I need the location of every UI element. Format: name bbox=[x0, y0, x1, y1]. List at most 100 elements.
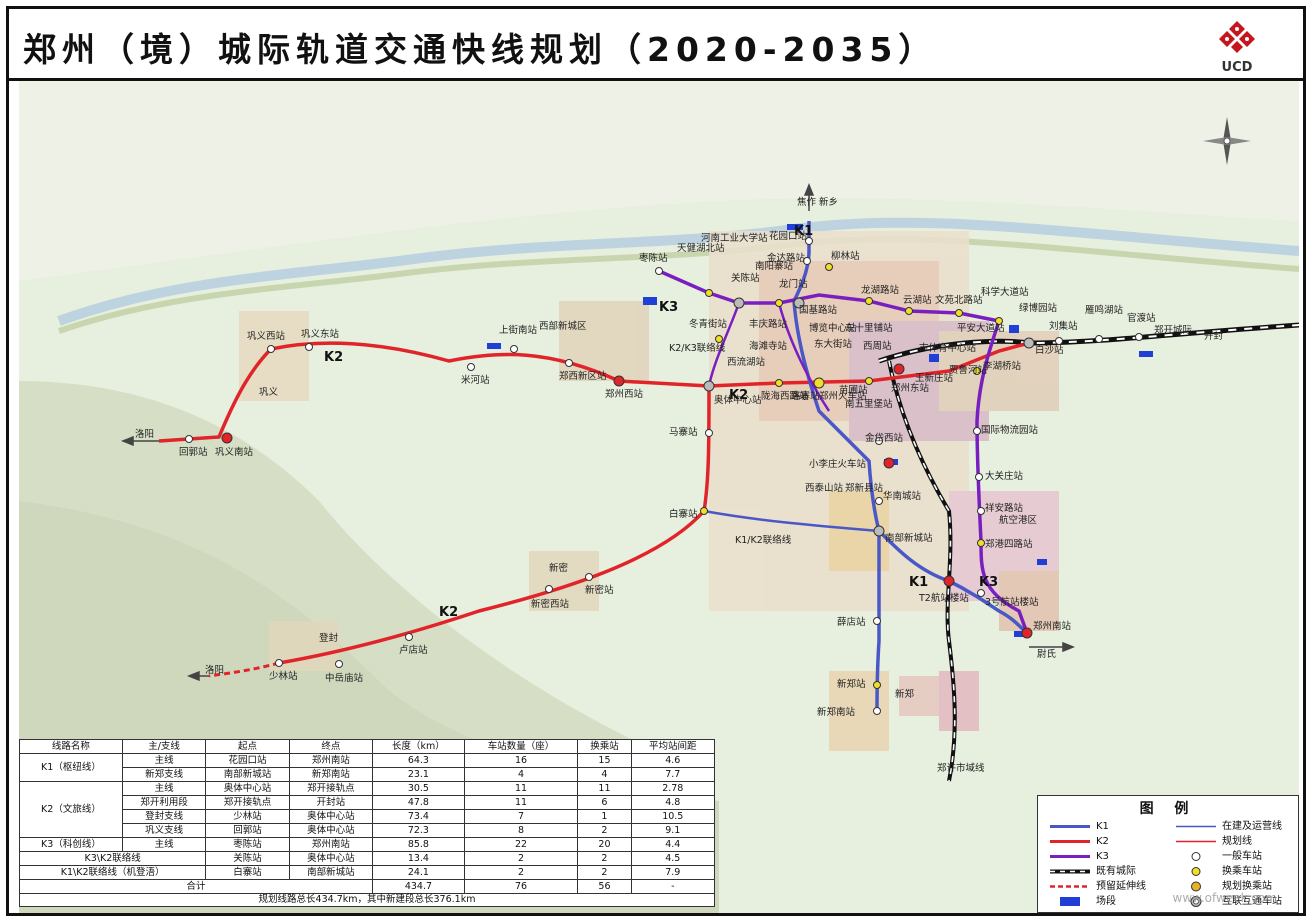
label-hangzhan3: 3号航站楼站 bbox=[985, 596, 1039, 608]
urban-areas bbox=[239, 231, 1059, 751]
legend: 图 例 K1 K2 K3 既有城际 预留延伸线 场段 在建及运营线 bbox=[1037, 795, 1299, 913]
label-huayuankou: 花园口站 bbox=[769, 230, 808, 242]
label-aotizhongxin: 奥体中心站 bbox=[714, 394, 762, 406]
station-jinda bbox=[803, 257, 811, 265]
map-frame: 郑州（境）城际轨道交通快线规划（2020-2035） UCD bbox=[6, 6, 1306, 916]
station-xinzheng bbox=[873, 681, 881, 689]
page-title: 郑州（境）城际轨道交通快线规划（2020-2035） bbox=[23, 30, 938, 69]
existing-intercity-line-dash bbox=[878, 324, 1299, 362]
k2-line-main bbox=[708, 341, 1030, 388]
station-xuedian bbox=[873, 617, 881, 625]
label-huiguo: 回郭站 bbox=[179, 446, 208, 458]
label-liulin: 柳林站 bbox=[831, 250, 860, 262]
direction-arrows bbox=[120, 182, 1076, 682]
table-row: K3\K2联络线 关陈站 奥体中心站 13.4 2 2 4.5 bbox=[18, 851, 716, 866]
label-mazhai: 马寨站 bbox=[669, 426, 698, 438]
legend-k2: K2 bbox=[1048, 835, 1168, 848]
label-dongda: 东大街站 bbox=[814, 338, 853, 350]
existing-line-icon bbox=[1050, 869, 1090, 874]
label-nanwuli: 南五里堡站 bbox=[845, 398, 893, 410]
station-mazhai bbox=[705, 429, 713, 437]
dir-jiaozuo-xinxiang: 焦作 新乡 bbox=[797, 196, 838, 208]
interconnect-station-icon bbox=[1190, 896, 1202, 907]
label-zhengzhounan: 郑州南站 bbox=[1033, 620, 1072, 632]
station-hangzhan3 bbox=[977, 589, 985, 597]
table-row: 巩义支线 回郭站 奥体中心站 72.3 8 2 9.1 bbox=[20, 823, 716, 838]
station-zaochen bbox=[655, 267, 663, 275]
station-nanbuxincheng bbox=[873, 525, 885, 537]
table-row: K3（科创线） 主线 枣陈站 郑州南站 85.8 22 20 4.4 bbox=[19, 837, 716, 852]
label-mihe: 米河站 bbox=[461, 374, 490, 386]
label-lujie: 路寨站 bbox=[791, 390, 820, 402]
station-xinmixi bbox=[545, 585, 553, 593]
station-xinmi bbox=[585, 573, 593, 581]
legend-reserved: 预留延伸线 bbox=[1048, 880, 1168, 893]
station-xiaoli bbox=[883, 457, 895, 469]
station-nanwuli bbox=[865, 377, 873, 385]
station-wenyuanbei bbox=[955, 309, 963, 317]
operating-line-icon bbox=[1176, 825, 1216, 828]
label-xitaishan: 西泰山站 bbox=[805, 482, 844, 494]
label-xiangan: 祥安路站 bbox=[985, 502, 1024, 514]
summary-table: 线路名称 主/支线 起点 终点 长度（km） 车站数量（座） 换乘站 平均站间距… bbox=[18, 739, 716, 907]
k3-label-south: K3 bbox=[979, 575, 998, 590]
dir-luoyang-west: 洛阳 bbox=[135, 428, 154, 440]
legend-general-station: 一般车站 bbox=[1174, 850, 1296, 863]
th-type: 主/支线 bbox=[121, 739, 207, 754]
legend-transfer-station: 换乘车站 bbox=[1174, 865, 1296, 878]
label-longmen: 龙门站 bbox=[779, 278, 808, 290]
station-longhu bbox=[865, 297, 873, 305]
legend-k3: K3 bbox=[1048, 850, 1168, 863]
group-name: K1（枢纽线） bbox=[19, 753, 123, 782]
label-shaolin: 少林站 bbox=[269, 670, 298, 682]
k3-line-icon bbox=[1050, 855, 1090, 858]
yellow-river-bank bbox=[58, 236, 1299, 334]
label-xinmixi: 新密西站 bbox=[531, 598, 570, 610]
station-xinzhengnan bbox=[873, 707, 881, 715]
station-guojiwuliu bbox=[973, 427, 981, 435]
label-guandu: 官渡站 bbox=[1127, 312, 1156, 324]
label-fengqing: 丰庆路站 bbox=[749, 318, 788, 330]
legend-title: 图 例 bbox=[1139, 801, 1197, 817]
label-shitiyu: 市体育中心站 bbox=[919, 342, 977, 354]
label-zhengzhouhuoche: 郑州火车站 bbox=[819, 390, 867, 402]
label-jialuhe: 贾鲁河站 bbox=[949, 364, 988, 376]
depot-icon bbox=[1060, 897, 1080, 906]
label-guanchen: 关陈站 bbox=[731, 272, 760, 284]
k1-line-main bbox=[792, 221, 1029, 635]
label-lihuqiao: 李湖桥站 bbox=[983, 360, 1022, 372]
station-liuji bbox=[1055, 337, 1063, 345]
label-wangxin: 王新庄站 bbox=[915, 372, 954, 384]
label-yunhu: 云湖站 bbox=[903, 294, 932, 306]
place-shangjie: 西部新城区 bbox=[539, 320, 587, 332]
label-liuji: 刘集站 bbox=[1049, 320, 1078, 332]
station-gongyidong bbox=[305, 343, 313, 351]
place-xinmi: 新密 bbox=[549, 562, 569, 574]
station-yunhu bbox=[905, 307, 913, 315]
table-note-row: 规划线路总长434.7km，其中新建段总长376.1km bbox=[19, 893, 715, 907]
table-row: 登封支线 少林站 奥体中心站 73.4 7 1 10.5 bbox=[20, 809, 716, 824]
station-jindai bbox=[875, 437, 883, 445]
label-xinzheng: 新郑站 bbox=[837, 678, 866, 690]
label-xuedian: 薛店站 bbox=[837, 616, 866, 628]
stations bbox=[185, 237, 1143, 715]
planned-line-icon bbox=[1176, 840, 1216, 843]
station-baizhai bbox=[700, 507, 708, 515]
logo-mark-icon bbox=[1219, 21, 1255, 53]
station-aotizhongxin bbox=[703, 380, 715, 392]
station-longmen bbox=[775, 299, 783, 307]
label-dongqing: 冬青街站 bbox=[689, 318, 728, 330]
station-t2 bbox=[943, 575, 955, 587]
label-zhenggang: 郑港四路站 bbox=[985, 538, 1033, 550]
station-pinganda bbox=[995, 317, 1003, 325]
zhengkai-line-label: 郑开城际 bbox=[1154, 324, 1193, 336]
th-length: 长度（km） bbox=[372, 739, 465, 754]
th-line: 线路名称 bbox=[19, 739, 123, 754]
k2-line-gongyi bbox=[158, 341, 710, 443]
dir-luoyang-southwest: 洛阳 bbox=[205, 664, 224, 676]
label-ludian: 卢店站 bbox=[399, 644, 428, 656]
station-yanming bbox=[1095, 335, 1103, 343]
label-xinzhengnan: 新郑南站 bbox=[817, 706, 856, 718]
k1-label-south: K1 bbox=[909, 575, 928, 590]
label-henangongda: 河南工业大学站 bbox=[701, 232, 768, 244]
